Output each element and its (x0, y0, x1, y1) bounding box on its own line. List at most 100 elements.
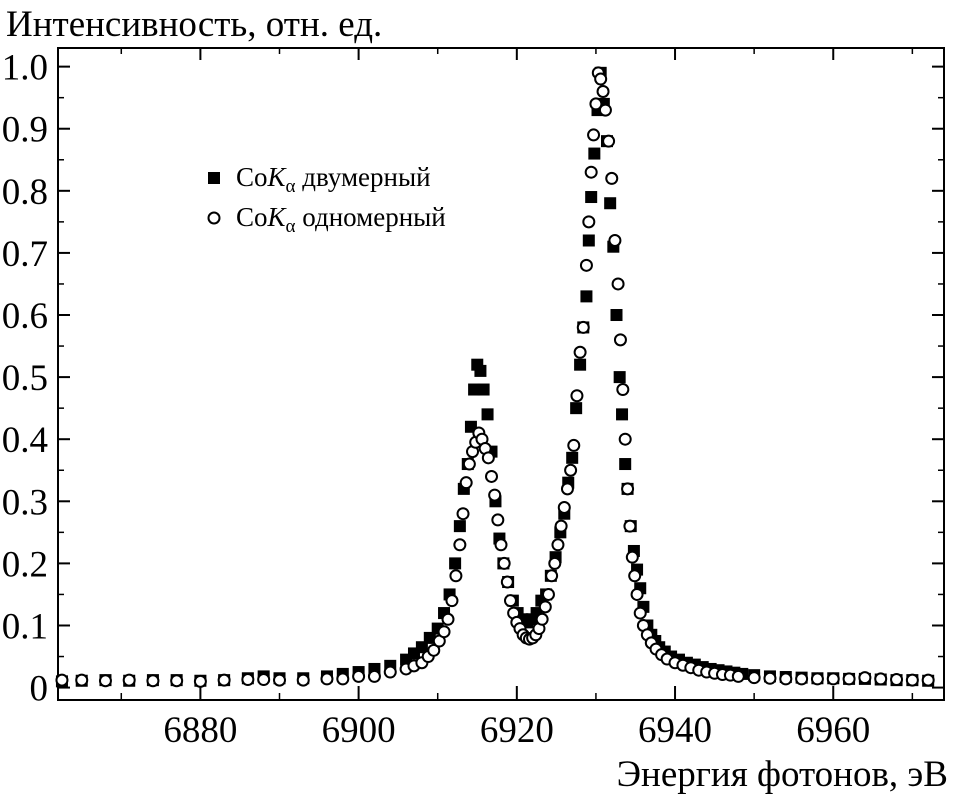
data-point (535, 612, 549, 626)
data-point (858, 671, 872, 685)
y-tick-label: 0.5 (2, 358, 48, 399)
data-point (623, 519, 637, 533)
data-point (557, 501, 571, 515)
data-point (453, 520, 466, 533)
x-tick-label: 6900 (322, 710, 396, 751)
data-point (618, 432, 632, 446)
data-point (842, 672, 856, 686)
data-point (573, 345, 587, 359)
data-point (616, 408, 629, 421)
x-axis: 6880 6900 6920 6940 6960 (120, 48, 914, 751)
data-point (273, 673, 286, 687)
data-point (437, 625, 451, 639)
data-point (619, 458, 632, 471)
data-point (779, 672, 793, 686)
data-point (598, 103, 612, 117)
data-point (628, 569, 642, 583)
y-tick-label: 0.3 (2, 482, 48, 523)
series-1 (55, 66, 935, 688)
data-point (320, 672, 334, 686)
data-point (567, 438, 581, 452)
data-point (468, 383, 481, 396)
data-point (459, 476, 473, 490)
data-point (462, 457, 476, 471)
data-point (890, 673, 904, 687)
data-point (122, 673, 136, 687)
legend-entry: CoKα двумерный (236, 162, 431, 197)
data-point (570, 389, 584, 403)
data-point (574, 358, 587, 371)
data-point (566, 451, 579, 464)
data-point (503, 594, 517, 608)
legend-marker (208, 172, 220, 184)
data-point (630, 587, 644, 601)
data-point (548, 556, 562, 570)
data-point (810, 672, 824, 686)
data-point (441, 612, 455, 626)
data-point (477, 383, 490, 396)
data-point (449, 569, 463, 583)
legend-marker (207, 211, 221, 225)
data-point (55, 673, 69, 687)
data-point (610, 309, 623, 322)
data-point (538, 600, 552, 614)
data-point (608, 233, 622, 247)
data-point (98, 674, 112, 688)
y-tick-label: 0.8 (2, 172, 48, 213)
data-point (613, 333, 627, 347)
x-tick-label: 6920 (480, 710, 554, 751)
data-point (921, 673, 935, 687)
x-tick-label: 6880 (163, 710, 237, 751)
x-axis-title: Энергия фотонов, эВ (617, 754, 948, 795)
data-point (427, 643, 441, 657)
y-tick-label: 0.9 (2, 110, 48, 151)
data-point (633, 606, 647, 620)
y-axis: 0 0.1 0.2 0.3 0.4 0.5 0.6 0.7 0.8 0.9 1.0 (2, 48, 944, 710)
data-point (763, 671, 777, 685)
plot-frame (57, 47, 945, 701)
data-point (146, 674, 160, 688)
data-point (874, 672, 888, 686)
legend-entry: CoKα одномерный (236, 202, 446, 237)
data-point (611, 277, 625, 291)
data-point (554, 519, 568, 533)
data-point (564, 463, 578, 477)
data-point (589, 97, 603, 111)
data-point (795, 672, 809, 686)
data-point (826, 672, 840, 686)
data-point (579, 258, 593, 272)
data-point (257, 673, 271, 687)
data-point (731, 669, 745, 683)
data-point (613, 371, 626, 384)
data-point (905, 673, 919, 687)
data-point (449, 557, 462, 570)
data-point (596, 84, 610, 98)
data-point (193, 674, 207, 688)
data-point (616, 383, 630, 397)
data-point (383, 665, 397, 679)
data-point (481, 451, 495, 465)
data-point (545, 569, 559, 583)
data-points (55, 66, 935, 688)
data-point (602, 134, 616, 148)
data-point (588, 147, 601, 160)
data-point (481, 408, 494, 421)
data-point (456, 507, 470, 521)
data-point (488, 488, 502, 502)
data-point (604, 197, 617, 210)
data-point (485, 469, 499, 483)
data-point (352, 669, 366, 683)
x-tick-label: 6940 (638, 710, 712, 751)
data-point (594, 72, 608, 86)
data-point (500, 575, 514, 589)
data-point (453, 538, 467, 552)
data-point (170, 674, 184, 688)
data-point (336, 672, 350, 686)
y-tick-label: 0.6 (2, 296, 48, 337)
data-point (584, 165, 598, 179)
data-point (241, 673, 255, 687)
data-point (491, 513, 505, 527)
x-tick-label: 6960 (796, 710, 870, 751)
y-axis-title: Интенсивность, отн. ед. (6, 4, 382, 45)
